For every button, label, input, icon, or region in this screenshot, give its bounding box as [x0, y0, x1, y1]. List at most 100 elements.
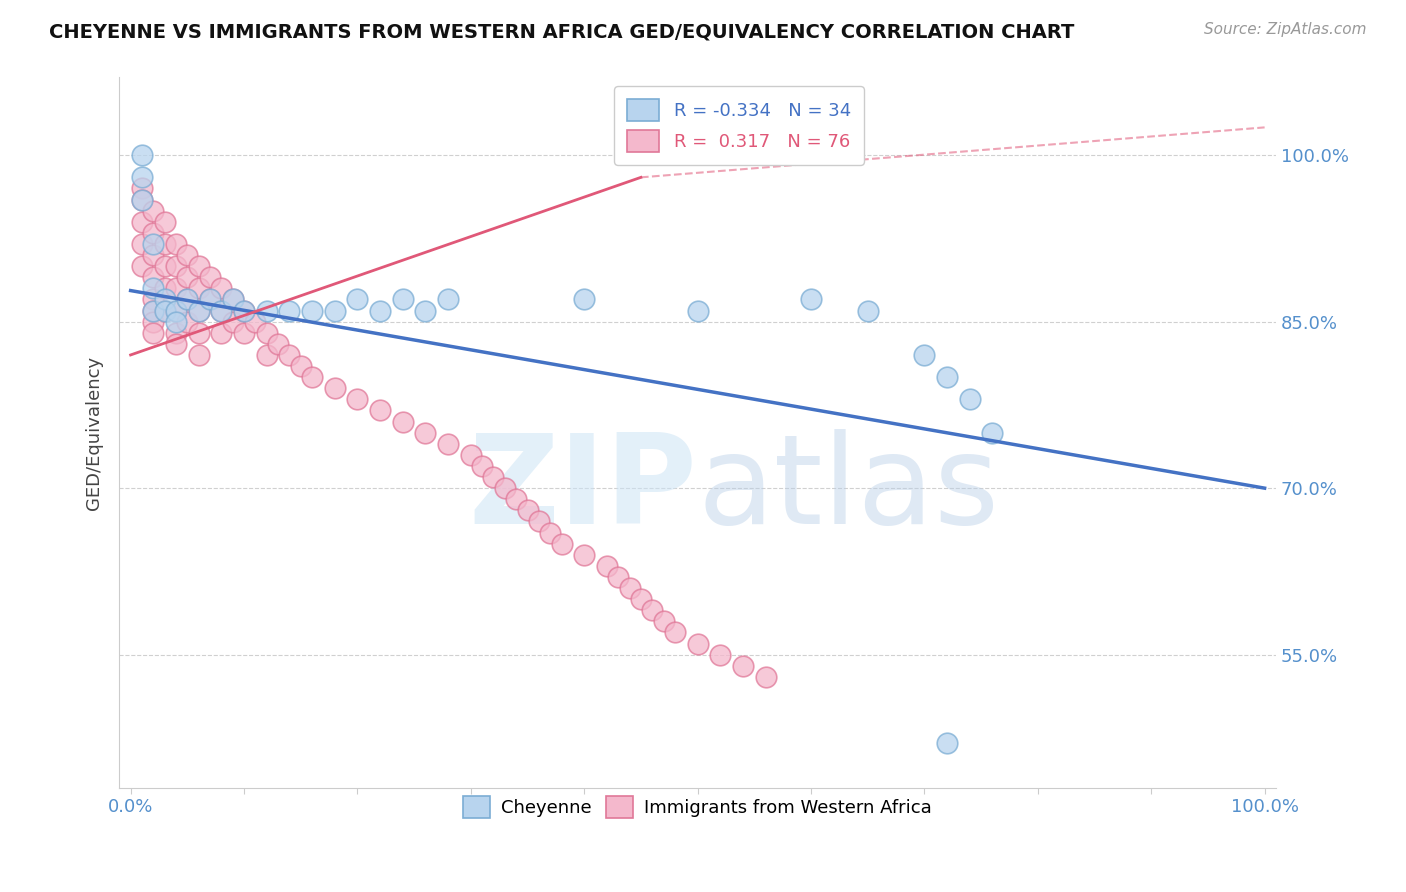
Point [323, 381, 346, 395]
Point [142, 236, 165, 251]
Point [516, 503, 538, 517]
Point [800, 293, 823, 307]
Point [981, 425, 1004, 440]
Point [686, 303, 709, 318]
Point [368, 403, 391, 417]
Text: CHEYENNE VS IMMIGRANTS FROM WESTERN AFRICA GED/EQUIVALENCY CORRELATION CHART: CHEYENNE VS IMMIGRANTS FROM WESTERN AFRI… [49, 22, 1074, 41]
Point [245, 315, 267, 329]
Point [131, 181, 153, 195]
Point [142, 293, 165, 307]
Y-axis label: GED/Equivalency: GED/Equivalency [86, 356, 103, 509]
Point [153, 293, 176, 307]
Point [165, 326, 187, 340]
Point [290, 359, 312, 373]
Point [187, 303, 209, 318]
Point [460, 448, 482, 462]
Point [187, 281, 209, 295]
Point [959, 392, 981, 407]
Point [131, 236, 153, 251]
Point [391, 293, 413, 307]
Point [267, 336, 290, 351]
Point [323, 303, 346, 318]
Point [505, 492, 527, 507]
Point [153, 259, 176, 273]
Point [142, 248, 165, 262]
Point [187, 326, 209, 340]
Point [619, 581, 641, 595]
Point [527, 515, 550, 529]
Point [165, 303, 187, 318]
Point [176, 315, 198, 329]
Point [131, 170, 153, 185]
Point [142, 315, 165, 329]
Point [301, 370, 323, 384]
Point [153, 236, 176, 251]
Point [187, 348, 209, 362]
Point [233, 326, 256, 340]
Legend: Cheyenne, Immigrants from Western Africa: Cheyenne, Immigrants from Western Africa [456, 789, 939, 825]
Point [221, 293, 243, 307]
Point [278, 348, 301, 362]
Point [198, 293, 221, 307]
Point [256, 326, 278, 340]
Point [256, 303, 278, 318]
Point [142, 303, 165, 318]
Point [471, 458, 494, 473]
Point [437, 293, 460, 307]
Point [936, 370, 959, 384]
Point [415, 303, 437, 318]
Point [131, 148, 153, 162]
Point [233, 303, 256, 318]
Text: ZIP: ZIP [468, 429, 697, 550]
Point [165, 303, 187, 318]
Point [165, 281, 187, 295]
Point [209, 303, 232, 318]
Point [131, 259, 153, 273]
Point [574, 548, 596, 562]
Point [550, 536, 572, 550]
Point [176, 293, 198, 307]
Point [607, 570, 630, 584]
Point [153, 303, 176, 318]
Point [574, 293, 596, 307]
Point [153, 215, 176, 229]
Point [256, 348, 278, 362]
Point [856, 303, 879, 318]
Point [221, 315, 243, 329]
Point [301, 303, 323, 318]
Point [187, 303, 209, 318]
Point [641, 603, 664, 617]
Point [415, 425, 437, 440]
Point [368, 303, 391, 318]
Point [686, 636, 709, 650]
Point [630, 592, 652, 607]
Point [142, 226, 165, 240]
Text: Source: ZipAtlas.com: Source: ZipAtlas.com [1204, 22, 1367, 37]
Point [165, 259, 187, 273]
Point [131, 215, 153, 229]
Point [278, 303, 301, 318]
Point [346, 293, 368, 307]
Point [755, 670, 778, 684]
Point [153, 281, 176, 295]
Point [165, 336, 187, 351]
Point [221, 293, 243, 307]
Point [165, 236, 187, 251]
Point [142, 326, 165, 340]
Point [596, 558, 619, 573]
Point [142, 281, 165, 295]
Point [494, 481, 516, 495]
Point [142, 303, 165, 318]
Point [731, 658, 754, 673]
Point [142, 203, 165, 218]
Point [176, 248, 198, 262]
Point [936, 736, 959, 750]
Text: atlas: atlas [697, 429, 1000, 550]
Point [142, 270, 165, 285]
Point [664, 625, 686, 640]
Point [131, 193, 153, 207]
Point [209, 303, 232, 318]
Point [131, 193, 153, 207]
Point [912, 348, 935, 362]
Point [176, 270, 198, 285]
